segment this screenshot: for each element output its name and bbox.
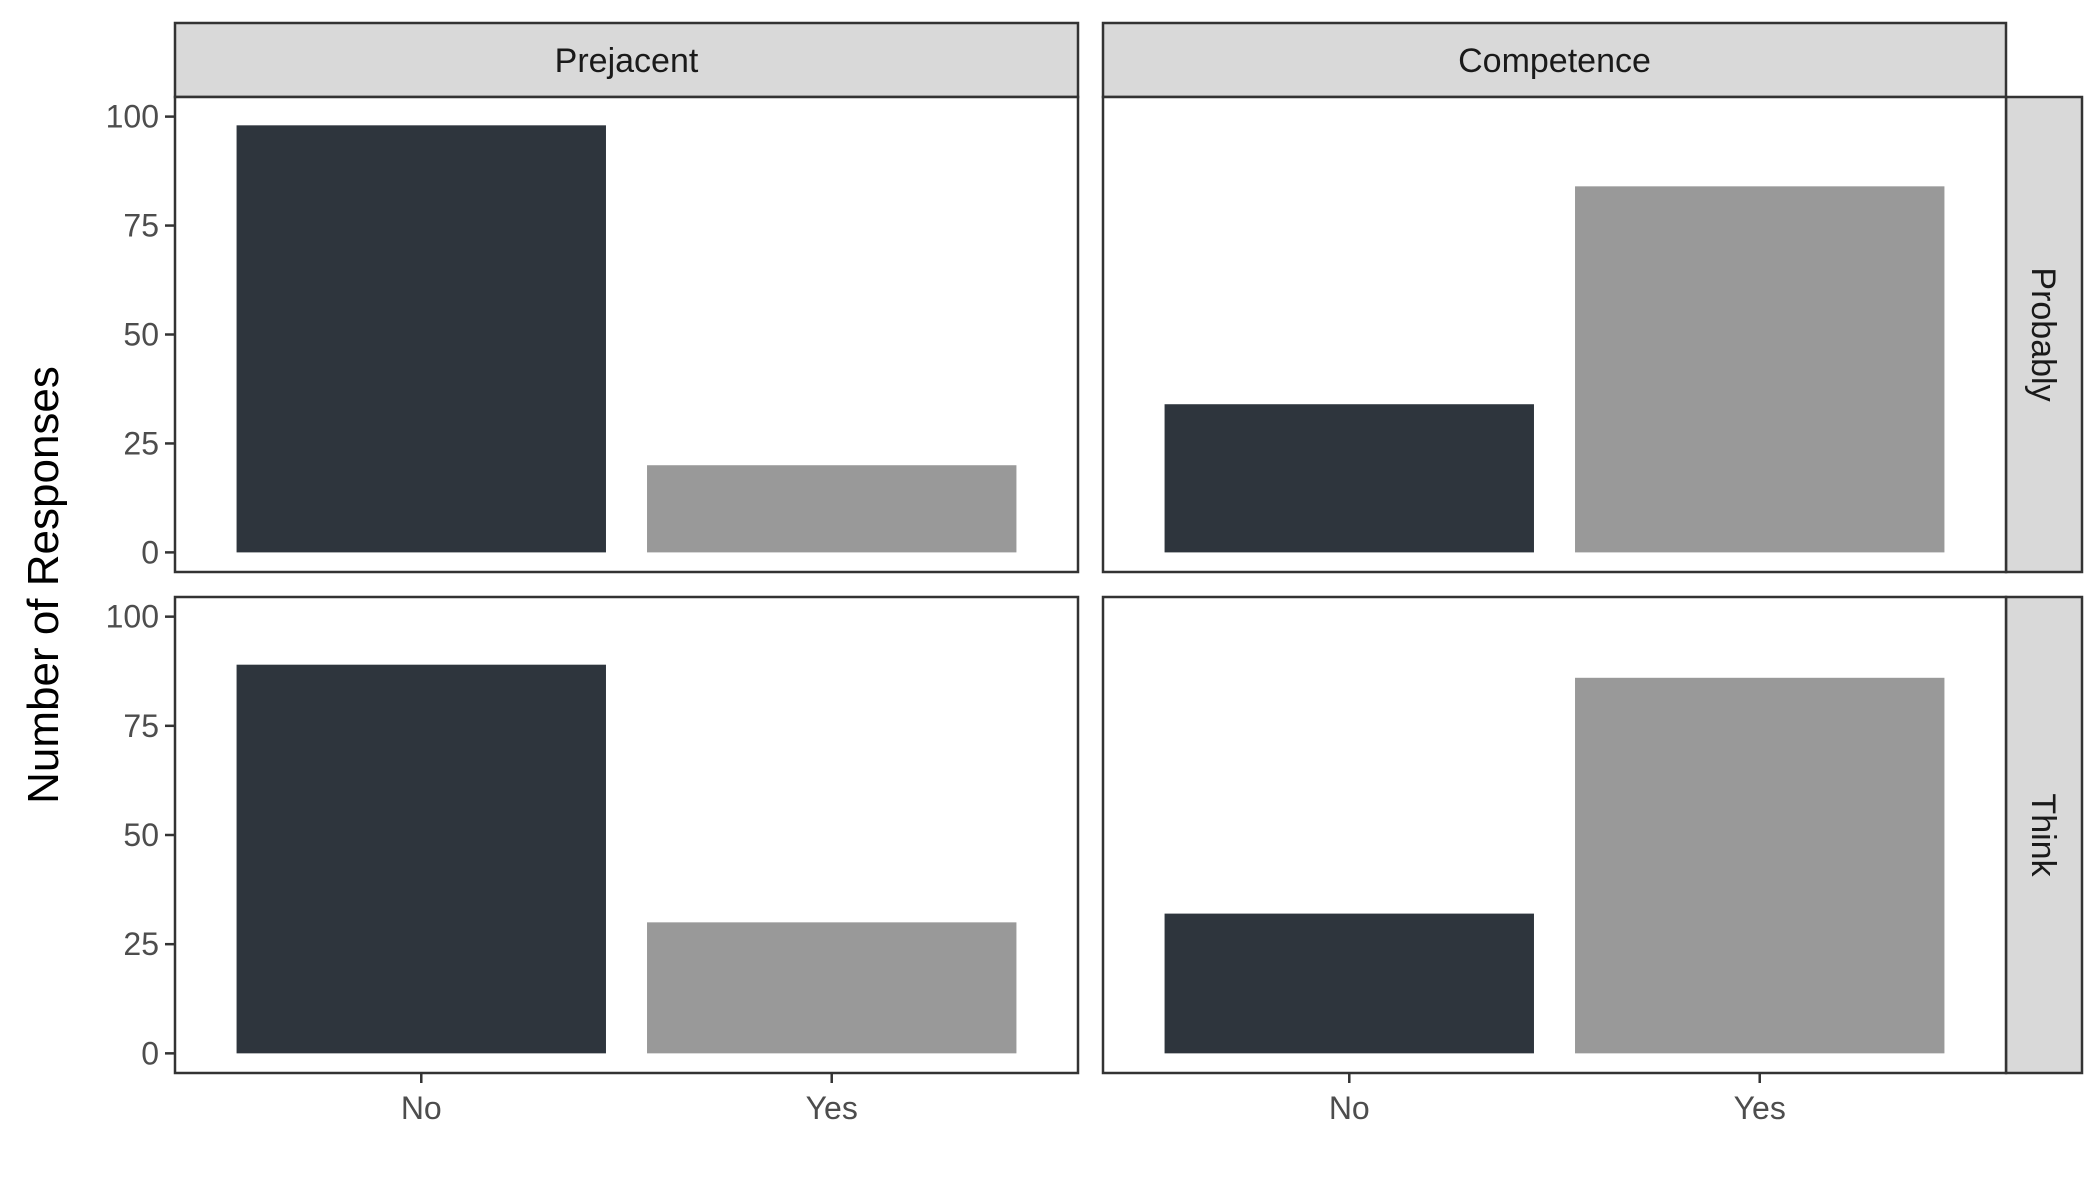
bar-no bbox=[1164, 913, 1534, 1054]
x-tick-label: No bbox=[401, 1090, 442, 1126]
panel-border bbox=[1101, 595, 2008, 1075]
x-tick-label: Yes bbox=[806, 1090, 858, 1126]
bar-no bbox=[1164, 404, 1534, 553]
y-tick-label: 50 bbox=[123, 317, 159, 353]
x-tick-label: No bbox=[1329, 1090, 1370, 1126]
panels-layer: Prejacent Competence Probably Think 0 25 50 75 1… bbox=[106, 21, 2084, 1126]
y-tick-label: 0 bbox=[141, 534, 159, 570]
bar-yes bbox=[1575, 677, 1945, 1054]
x-tick-label: Yes bbox=[1734, 1090, 1786, 1126]
bar-yes bbox=[647, 922, 1017, 1054]
y-tick-label: 50 bbox=[123, 817, 159, 853]
bar-no bbox=[236, 125, 606, 553]
y-tick-label: 0 bbox=[141, 1035, 159, 1071]
column-strip bbox=[173, 21, 1080, 99]
row-strip-label: Probably bbox=[2024, 267, 2062, 401]
row-strip bbox=[2004, 595, 2084, 1075]
bar-yes bbox=[647, 465, 1017, 553]
column-strip-label: Prejacent bbox=[555, 42, 699, 80]
row-strip bbox=[2004, 95, 2084, 574]
y-axis-title: Number of Responses bbox=[19, 366, 68, 804]
panel-border bbox=[1101, 95, 2008, 574]
y-tick-label: 75 bbox=[123, 708, 159, 744]
y-tick-label: 75 bbox=[123, 208, 159, 244]
row-strip-label: Think bbox=[2024, 793, 2062, 877]
y-tick-label: 25 bbox=[123, 425, 159, 461]
bar-yes bbox=[1575, 186, 1945, 553]
y-tick-label: 25 bbox=[123, 926, 159, 962]
column-strip bbox=[1101, 21, 2008, 99]
y-tick-label: 100 bbox=[106, 99, 159, 135]
column-strip-label: Competence bbox=[1458, 42, 1651, 80]
bar-no bbox=[236, 664, 606, 1054]
y-tick-label: 100 bbox=[106, 599, 159, 635]
